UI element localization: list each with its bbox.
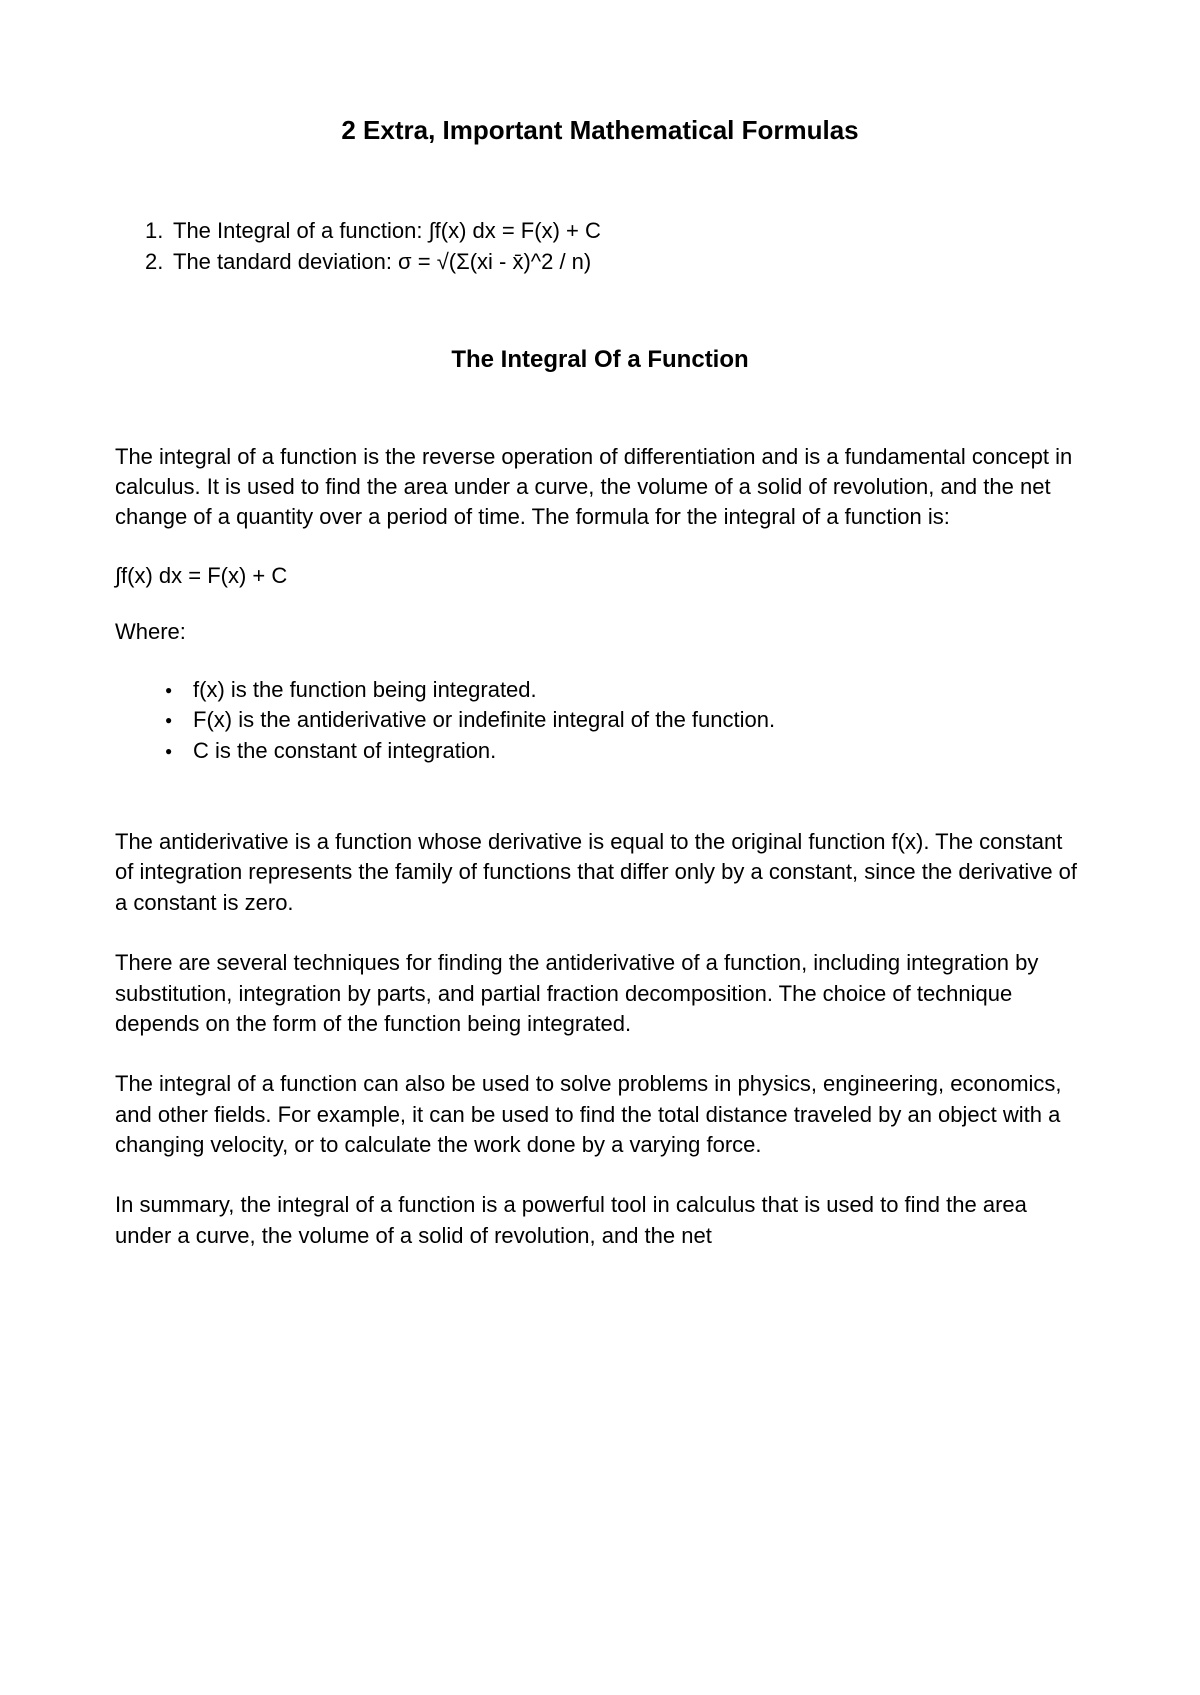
list-number: 1. [145, 216, 173, 247]
paragraph: The antiderivative is a function whose d… [115, 827, 1085, 918]
paragraph: There are several techniques for finding… [115, 948, 1085, 1039]
definition-item: F(x) is the antiderivative or indefinite… [165, 705, 1085, 736]
list-item-text: The Integral of a function: ∫f(x) dx = F… [173, 218, 601, 243]
formula-list-item: 2.The tandard deviation: σ = √(Σ(xi - x̄… [145, 247, 1085, 278]
definition-item: f(x) is the function being integrated. [165, 675, 1085, 706]
definition-item: C is the constant of integration. [165, 736, 1085, 767]
document-title: 2 Extra, Important Mathematical Formulas [115, 115, 1085, 146]
where-label: Where: [115, 619, 1085, 645]
paragraph: The integral of a function is the revers… [115, 442, 1085, 533]
definition-list: f(x) is the function being integrated. F… [115, 675, 1085, 767]
formula-display: ∫f(x) dx = F(x) + C [115, 563, 1085, 589]
formula-list-item: 1.The Integral of a function: ∫f(x) dx =… [145, 216, 1085, 247]
paragraph: In summary, the integral of a function i… [115, 1190, 1085, 1251]
list-number: 2. [145, 247, 173, 278]
list-item-text: The tandard deviation: σ = √(Σ(xi - x̄)^… [173, 249, 591, 274]
paragraph: The integral of a function can also be u… [115, 1069, 1085, 1160]
formula-list: 1.The Integral of a function: ∫f(x) dx =… [115, 216, 1085, 278]
section-title: The Integral Of a Function [115, 346, 1085, 374]
